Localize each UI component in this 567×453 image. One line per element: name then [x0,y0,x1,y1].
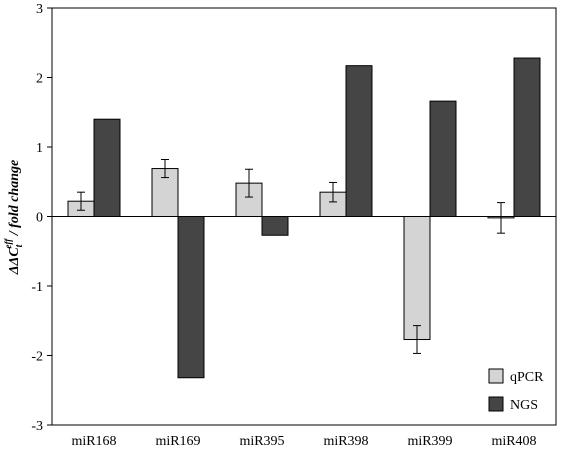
x-tick-label: miR169 [155,434,200,449]
y-axis-label-sup: eff [3,238,13,249]
bar-ngs-mir398 [345,65,373,217]
x-tick-label: miR398 [323,434,368,449]
y-tick-label: -3 [31,419,43,434]
x-tick-label: miR168 [71,434,116,449]
y-axis-label: ΔΔCteff / fold change [3,160,25,275]
y-axis-label-rest: / fold change [7,160,22,239]
y-tick-label: 1 [36,141,43,156]
legend: qPCR NGS [488,368,544,413]
bar-ngs-mir408 [513,57,541,218]
y-tick-label: -1 [31,280,43,295]
legend-swatch-qpcr [488,368,504,384]
y-tick-label: 0 [36,211,43,226]
legend-label-qpcr: qPCR [510,370,544,385]
y-axis-ticks: -3 -2 -1 0 1 2 3 [31,2,52,434]
x-axis-tick-labels: miR168 miR169 miR395 miR398 miR399 miR408 [71,434,536,449]
y-axis-label-main: ΔΔC [7,247,22,276]
plot-frame [51,7,557,426]
legend-swatch-ngs [488,396,504,412]
y-axis-label-sub: t [14,243,25,247]
y-tick-label: -2 [31,350,43,365]
error-bars [77,159,505,354]
bar-ngs-mir168 [93,118,121,217]
bars [67,57,541,379]
y-tick-label: 3 [36,2,43,17]
y-tick-label: 2 [36,72,43,87]
bar-ngs-mir169 [177,216,205,379]
x-tick-label: miR399 [407,434,452,449]
bar-ngs-mir399 [429,100,457,217]
legend-label-ngs: NGS [510,398,538,413]
x-tick-label: miR395 [239,434,284,449]
x-tick-label: miR408 [491,434,536,449]
bar-qpcr-mir399 [403,216,431,341]
bar-ngs-mir395 [261,216,289,236]
